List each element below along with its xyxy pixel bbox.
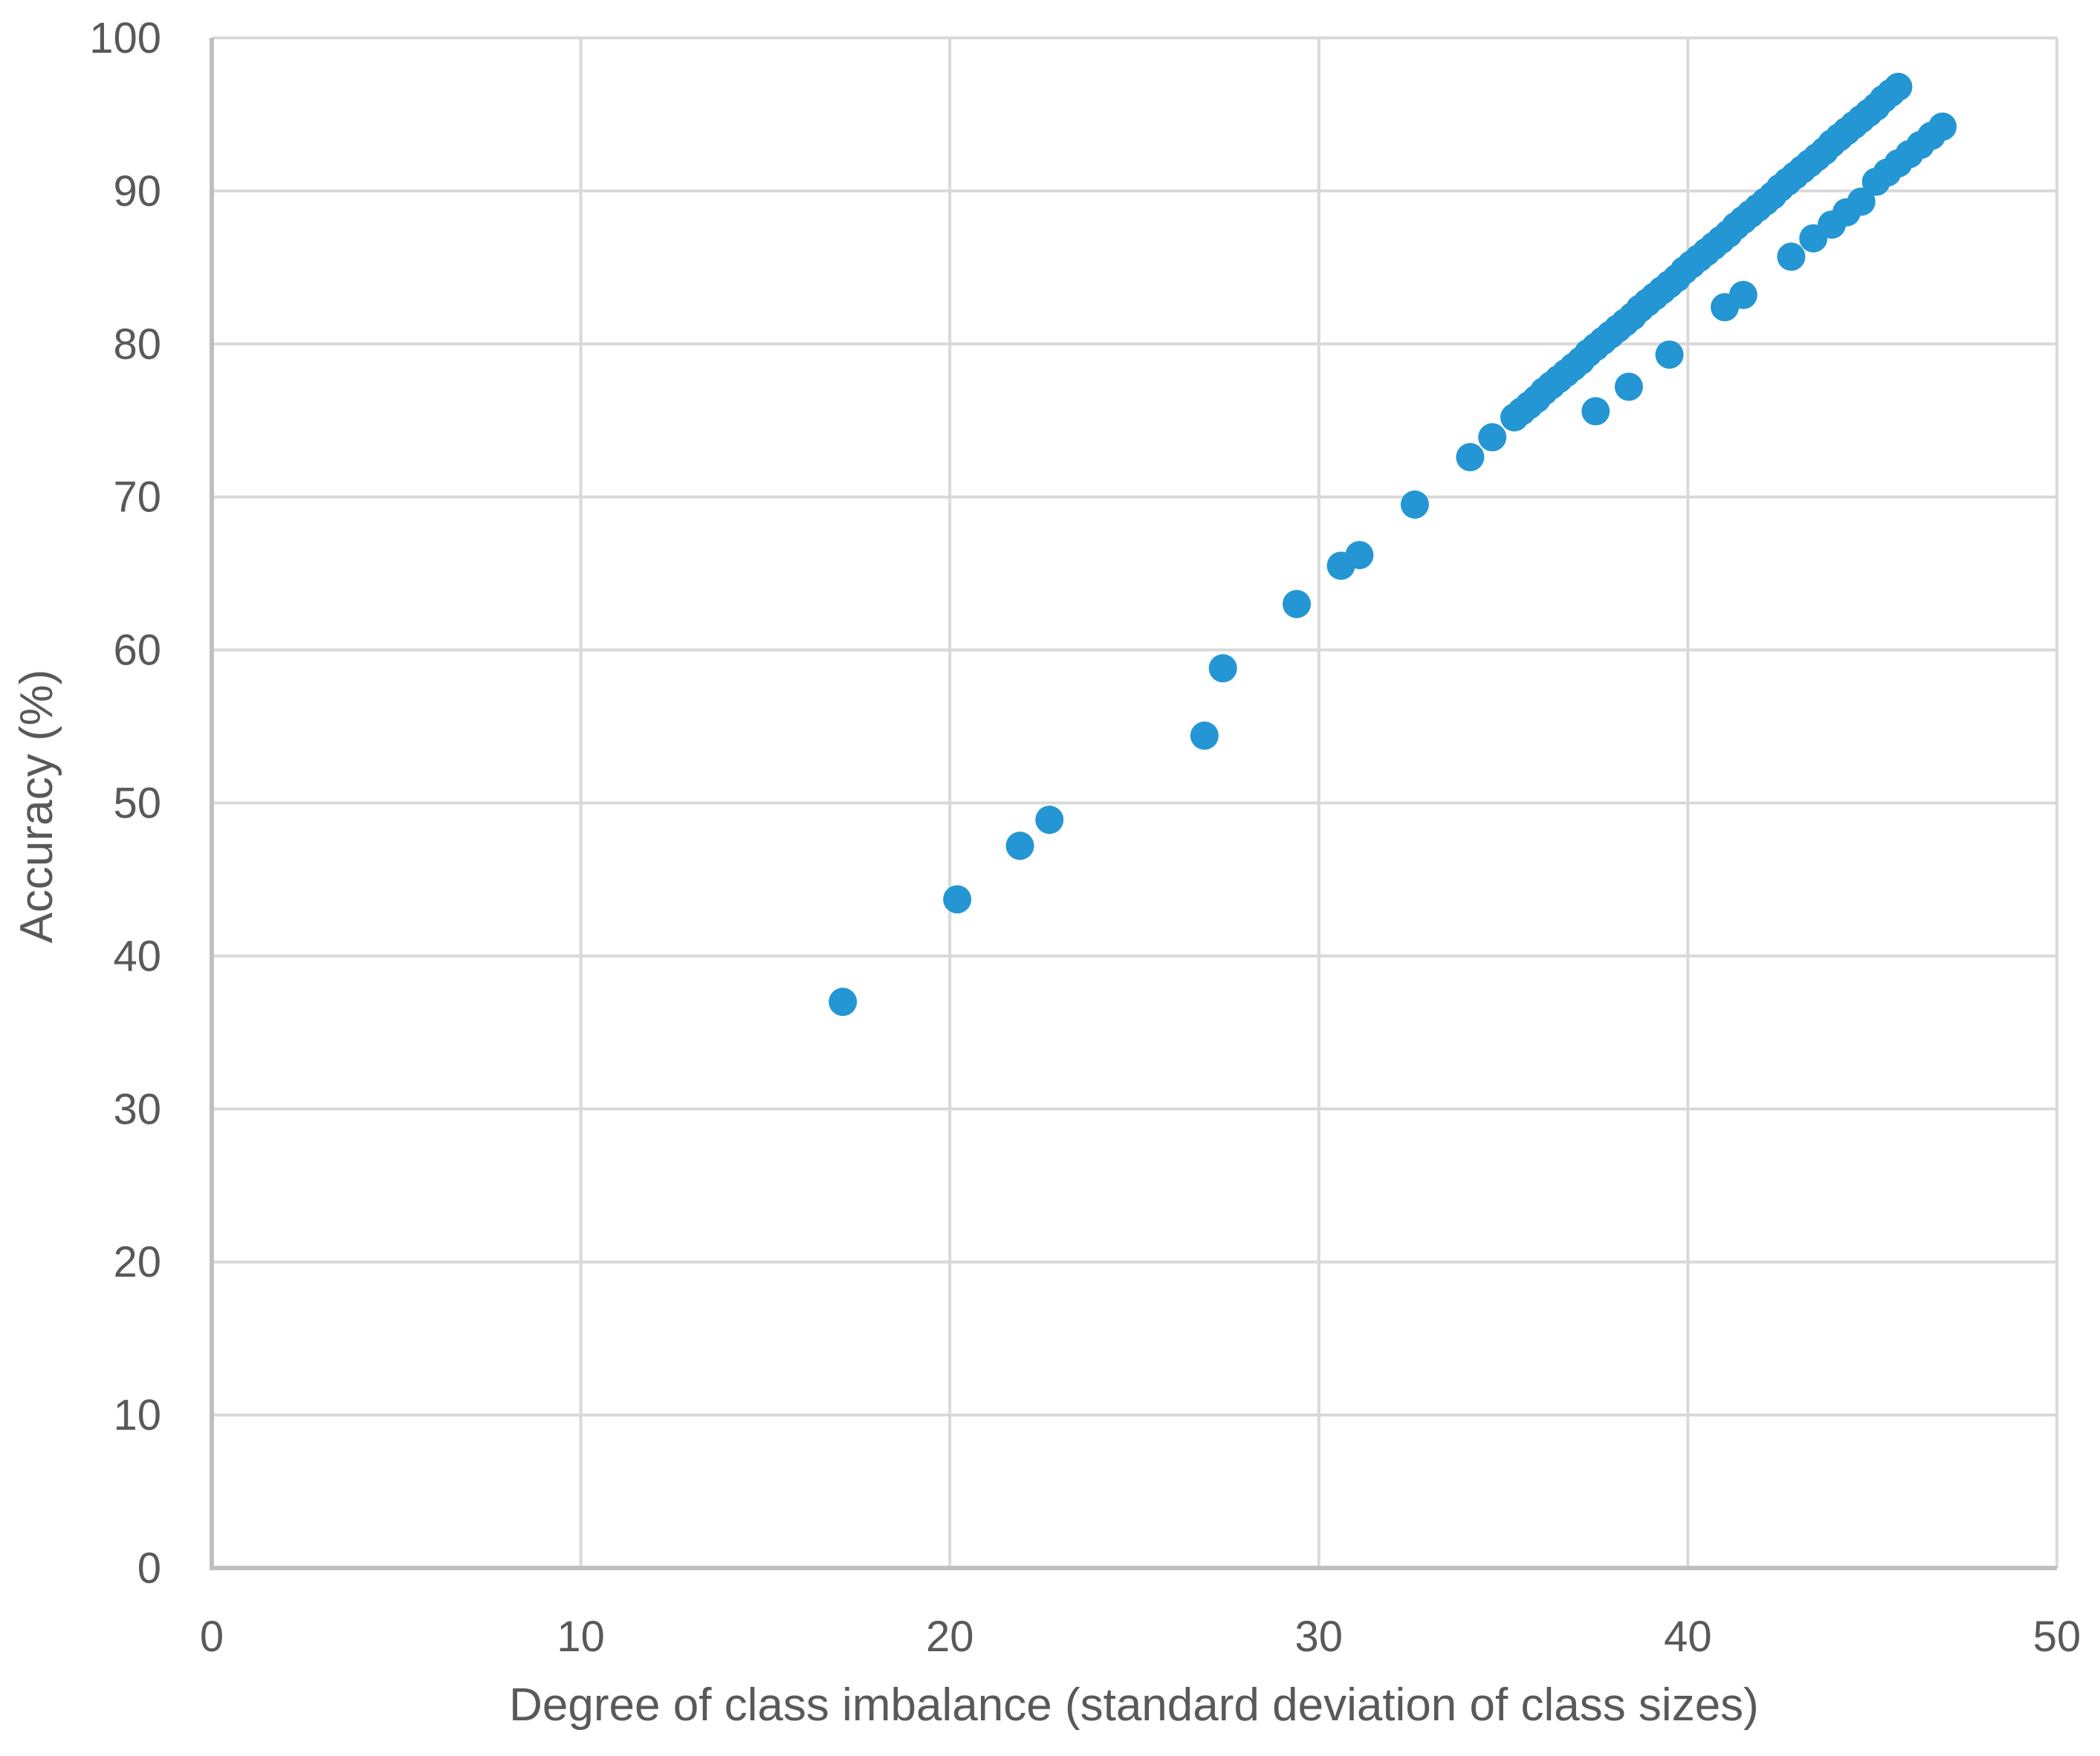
y-tick-label: 30 [113, 1085, 161, 1133]
y-tick-label: 0 [137, 1544, 161, 1593]
data-point [1655, 340, 1684, 369]
y-tick-label: 100 [89, 14, 161, 62]
x-axis-title: Degree of class imbalance (standard devi… [509, 1679, 1759, 1731]
data-point [1005, 832, 1034, 861]
data-point [1345, 540, 1374, 569]
y-tick-label: 10 [113, 1391, 161, 1439]
data-point [1614, 372, 1643, 401]
data-point [1581, 397, 1610, 426]
data-point [1728, 280, 1757, 309]
tick-labels-layer: 0 10 20 30 40 50 0 10 20 30 40 50 60 70 80 90 100 [89, 14, 2081, 1661]
data-point [1283, 589, 1312, 618]
data-point [1884, 72, 1913, 101]
x-tick-label: 30 [1295, 1613, 1344, 1661]
data-point [1035, 806, 1064, 835]
data-point [1928, 112, 1957, 141]
data-point [1456, 443, 1485, 472]
data-point [1400, 490, 1429, 519]
data-point [1478, 423, 1507, 452]
data-point [943, 885, 972, 914]
x-tick-label: 10 [557, 1613, 605, 1661]
data-point [1190, 721, 1219, 750]
y-tick-label: 20 [113, 1238, 161, 1286]
axis-layer [210, 38, 2057, 1570]
x-tick-label: 0 [200, 1613, 224, 1661]
y-tick-label: 90 [113, 167, 161, 216]
points-layer [829, 72, 1957, 1017]
data-point [829, 988, 858, 1017]
x-tick-label: 40 [1664, 1613, 1712, 1661]
y-tick-label: 60 [113, 626, 161, 675]
data-point [1777, 242, 1806, 271]
y-tick-label: 80 [113, 320, 161, 369]
data-point [1208, 654, 1237, 683]
data-point [1847, 187, 1876, 216]
y-axis-title: Accuracy (%) [11, 670, 62, 944]
y-tick-label: 70 [113, 473, 161, 522]
x-tick-label: 50 [2033, 1613, 2081, 1661]
grid-layer [212, 36, 2058, 1568]
x-tick-label: 20 [926, 1613, 974, 1661]
y-tick-label: 40 [113, 932, 161, 980]
y-tick-label: 50 [113, 780, 161, 828]
